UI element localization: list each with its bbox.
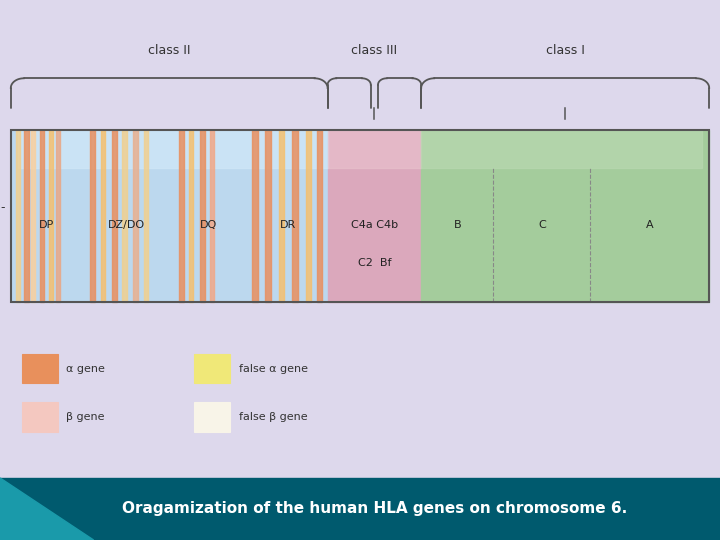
Bar bbox=[11, 130, 709, 302]
Text: α gene: α gene bbox=[66, 363, 105, 374]
Bar bbox=[11, 130, 328, 302]
Bar bbox=[16, 130, 20, 302]
Bar bbox=[122, 130, 127, 302]
Bar bbox=[40, 130, 44, 302]
Bar bbox=[317, 130, 322, 302]
Text: C: C bbox=[538, 220, 546, 229]
Text: class II: class II bbox=[148, 44, 191, 57]
Bar bbox=[328, 130, 421, 302]
Text: DR: DR bbox=[280, 220, 296, 229]
Bar bbox=[133, 130, 138, 302]
Text: β gene: β gene bbox=[66, 412, 104, 422]
Bar bbox=[189, 130, 193, 302]
Bar bbox=[24, 130, 29, 302]
Bar bbox=[0, 478, 720, 540]
Text: false α gene: false α gene bbox=[239, 363, 308, 374]
Bar bbox=[101, 130, 105, 302]
Bar bbox=[22, 354, 58, 383]
Text: -: - bbox=[1, 201, 5, 214]
Text: DQ: DQ bbox=[200, 220, 217, 229]
Bar bbox=[49, 130, 53, 302]
Bar bbox=[252, 130, 258, 302]
Bar bbox=[144, 130, 148, 302]
Text: class III: class III bbox=[351, 44, 397, 57]
Bar bbox=[194, 354, 230, 383]
Bar bbox=[279, 130, 284, 302]
Text: A: A bbox=[646, 220, 654, 229]
Bar bbox=[306, 130, 311, 302]
Bar bbox=[421, 130, 709, 302]
Polygon shape bbox=[0, 478, 94, 540]
Bar bbox=[112, 130, 117, 302]
Bar bbox=[179, 130, 184, 302]
Bar bbox=[200, 130, 205, 302]
Text: false β gene: false β gene bbox=[239, 412, 307, 422]
Bar bbox=[90, 130, 95, 302]
Bar bbox=[194, 402, 230, 432]
Text: B: B bbox=[454, 220, 461, 229]
Text: Oragamization of the human HLA genes on chromosome 6.: Oragamization of the human HLA genes on … bbox=[122, 502, 627, 516]
Text: C4a C4b: C4a C4b bbox=[351, 220, 398, 229]
Bar bbox=[328, 130, 421, 167]
Bar bbox=[265, 130, 271, 302]
Text: class I: class I bbox=[546, 44, 585, 57]
Text: DP: DP bbox=[39, 220, 55, 229]
Text: C2  Bf: C2 Bf bbox=[358, 258, 391, 268]
Bar bbox=[22, 402, 58, 432]
Bar bbox=[210, 130, 214, 302]
Bar bbox=[18, 130, 328, 167]
Bar bbox=[31, 130, 35, 302]
Bar bbox=[421, 130, 702, 167]
Text: DZ/DO: DZ/DO bbox=[107, 220, 145, 229]
Bar bbox=[56, 130, 60, 302]
Bar bbox=[292, 130, 298, 302]
